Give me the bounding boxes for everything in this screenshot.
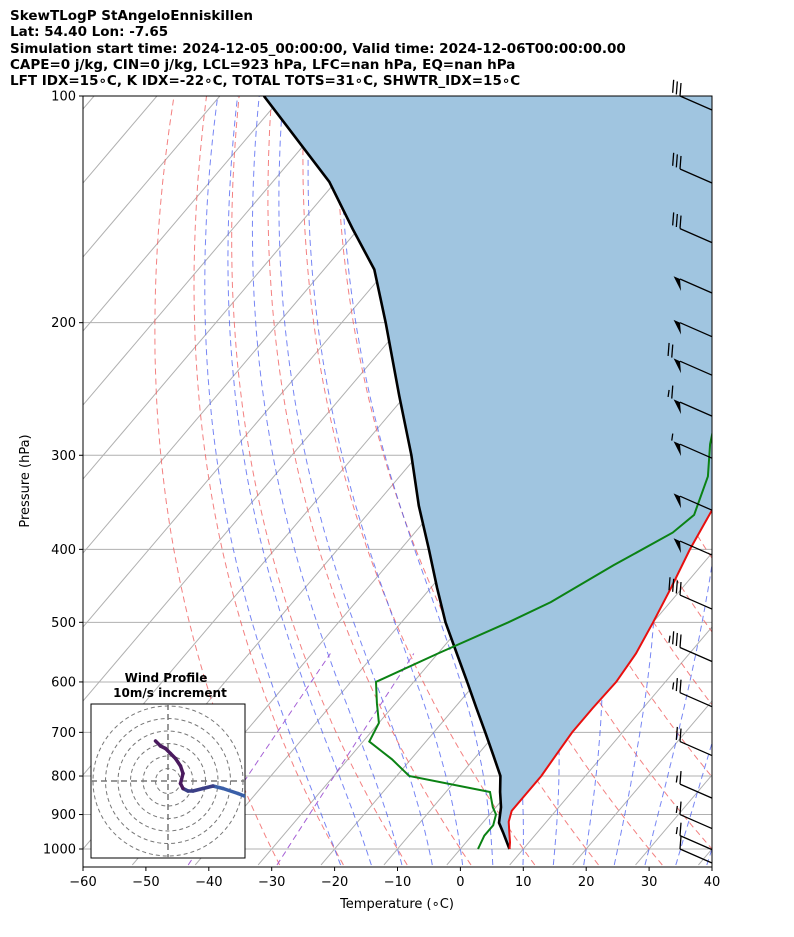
hodograph-subtitle: 10m/s increment (113, 686, 227, 700)
wind-barb (671, 433, 713, 459)
hodograph-segment (221, 786, 240, 796)
isotherm (83, 96, 409, 480)
parcel-profile-line (262, 96, 511, 850)
time-line: Simulation start time: 2024-12-05_00:00:… (10, 40, 626, 57)
wind-barb (668, 631, 713, 663)
wind-barb (668, 577, 713, 610)
x-tick-label: 30 (641, 875, 658, 890)
isotherm (83, 96, 95, 110)
moist-adiabat (204, 96, 342, 866)
wind-barb (667, 385, 713, 417)
wind-barb (673, 493, 713, 511)
dry-adiabat (727, 96, 794, 865)
dry-adiabat (433, 96, 712, 778)
wind-barb (672, 212, 713, 244)
x-tick-label: −60 (69, 875, 96, 890)
chart-header: SkewTLogP StAngeloEnniskillen Lat: 54.40… (10, 8, 626, 89)
x-tick-label: 20 (578, 875, 595, 890)
hodograph-ring (117, 730, 219, 832)
x-tick-label: −40 (195, 875, 222, 890)
x-tick-label: 10 (515, 875, 532, 890)
y-tick-label: 900 (51, 808, 76, 823)
dry-adiabat (267, 96, 472, 866)
wind-barb (673, 538, 713, 556)
y-tick-label: 400 (51, 543, 76, 558)
isotherm (83, 96, 284, 332)
hodograph-segment (268, 794, 281, 797)
y-axis-label: Pressure (hPa) (18, 434, 33, 527)
wind-barbs (667, 79, 713, 864)
x-tick-label: −50 (132, 875, 159, 890)
y-tick-label: 300 (51, 449, 76, 464)
location-line: Lat: 54.40 Lon: -7.65 (10, 24, 169, 41)
y-tick-label: 800 (51, 770, 76, 785)
dry-adiabat (193, 96, 344, 866)
y-tick-label: 200 (51, 316, 76, 331)
moist-adiabat (227, 96, 372, 866)
y-tick-label: 700 (51, 726, 76, 741)
wind-barb (667, 342, 713, 376)
wind-barb (672, 152, 713, 184)
hodograph-segment (236, 791, 245, 799)
isotherm (83, 96, 347, 406)
dry-adiabat (760, 96, 794, 865)
wind-barb (675, 801, 713, 830)
y-axis: 100 200 300 400 500 600 700 800 900 1000 (43, 90, 83, 858)
isotherm (83, 96, 221, 258)
moist-adiabat (706, 847, 712, 866)
dry-adiabat (154, 96, 281, 866)
temperature-line (507, 508, 712, 850)
x-tick-label: 40 (704, 875, 721, 890)
isotherm (698, 848, 712, 866)
hodograph-segment (153, 739, 163, 748)
y-tick-label: 1000 (43, 843, 76, 858)
x-tick-label: −10 (384, 875, 411, 890)
mixing-ratio-line (276, 653, 415, 866)
wind-barb (675, 822, 713, 851)
x-axis-label: Temperature (∘C) (339, 897, 454, 912)
moist-adiabat (675, 741, 712, 866)
y-tick-label: 100 (51, 90, 76, 105)
wind-barb (675, 771, 713, 799)
moist-adiabat (251, 96, 403, 866)
dewpoint-line (368, 430, 712, 850)
profile-lines (262, 96, 712, 850)
wind-barb (679, 835, 713, 864)
hodograph-inset: Wind Profile 10m/s increment (90, 671, 281, 859)
y-tick-label: 500 (51, 616, 76, 631)
dry-adiabat (231, 96, 408, 866)
dry-adiabat (302, 96, 536, 866)
moist-adiabat (738, 96, 794, 865)
cape-line: CAPE=0 j/kg, CIN=0 j/kg, LCL=923 hPa, LF… (10, 56, 516, 73)
moist-adiabat (424, 96, 560, 866)
wind-barb (673, 276, 713, 294)
moist-adiabat (340, 96, 494, 866)
x-axis: −60 −50 −40 −30 −20 −10 0 10 20 30 40 (69, 867, 720, 890)
cin-area (263, 96, 712, 849)
x-tick-label: −20 (321, 875, 348, 890)
wind-barb (673, 319, 713, 338)
x-tick-label: −30 (258, 875, 285, 890)
hodograph-title: Wind Profile (125, 671, 208, 685)
moist-adiabat (278, 96, 433, 866)
isotherm (509, 626, 712, 866)
chart-title: SkewTLogP StAngeloEnniskillen (10, 8, 253, 24)
moist-adiabat (307, 96, 464, 866)
wind-barb (675, 726, 713, 757)
y-tick-label: 600 (51, 675, 76, 690)
x-tick-label: 0 (456, 875, 464, 890)
isotherm (572, 700, 712, 866)
cape-cin-shading (263, 96, 712, 849)
wind-barb (672, 678, 713, 708)
wind-barb (672, 79, 713, 111)
index-line: LFT IDX=15∘C, K IDX=-22∘C, TOTAL TOTS=31… (10, 73, 521, 90)
moist-adiabat (644, 96, 712, 866)
